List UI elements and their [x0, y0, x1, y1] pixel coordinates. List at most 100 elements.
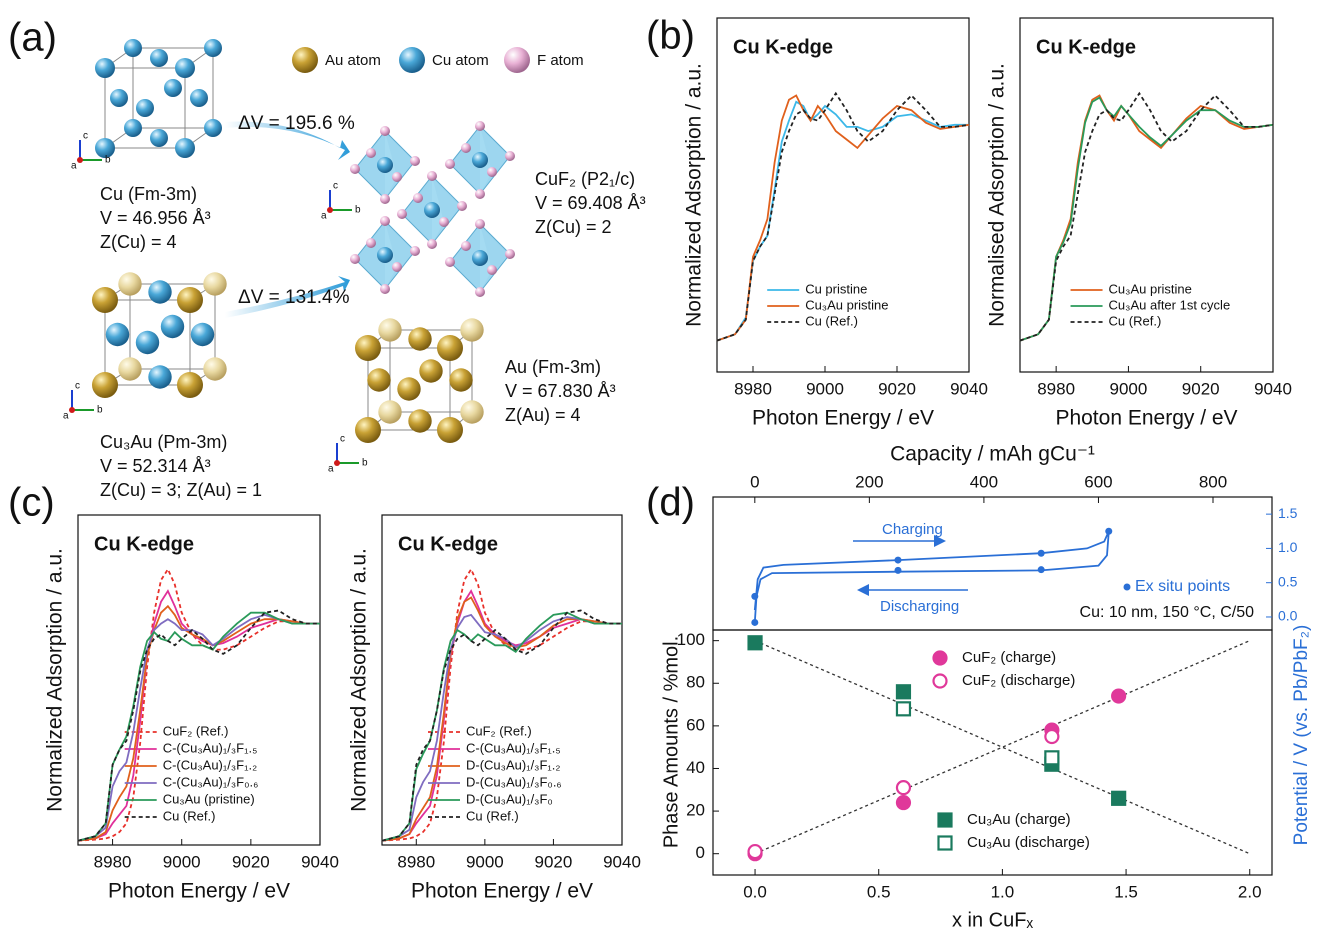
x-tick-label: 9020 — [232, 852, 270, 871]
atom — [419, 359, 442, 382]
atom — [457, 201, 467, 211]
annotation: Cu: 10 nm, 150 °C, C/50 — [1080, 604, 1255, 621]
atom — [106, 323, 129, 346]
x-tick-label: 200 — [855, 472, 883, 491]
y-tick-label: 60 — [686, 715, 705, 734]
atom — [487, 265, 497, 275]
structure-name: Cu₃Au (Pm-3m) — [100, 432, 227, 452]
legend-label: CuF₂ (Ref.) — [163, 723, 229, 738]
legend-marker — [939, 837, 952, 850]
y-tick-label: 0 — [696, 843, 705, 862]
legend-label: D-(Cu₃Au)₁/₃F₀.₆ — [466, 774, 562, 789]
legend-marker — [934, 652, 947, 665]
y-tick-label: 40 — [686, 758, 705, 777]
legend-label: Cu₃Au (charge) — [967, 811, 1071, 828]
legend-label: Cu (Ref.) — [1109, 313, 1162, 328]
atom — [427, 171, 437, 181]
axis-label: c — [340, 434, 345, 445]
axis-label: a — [71, 161, 77, 172]
atom — [397, 209, 407, 219]
x-tick-label: 400 — [970, 472, 998, 491]
x-tick-label: 9020 — [535, 852, 573, 871]
x-axis-label: x in CuFₓ — [952, 909, 1033, 931]
x-tick-label: 0 — [750, 472, 759, 491]
panel-label: (b) — [646, 14, 695, 58]
atom — [161, 315, 184, 338]
x-tick-label: 1.5 — [1114, 882, 1138, 901]
panel-label: (c) — [8, 481, 55, 525]
atom — [475, 121, 485, 131]
y-tick-label: 80 — [686, 673, 705, 692]
y2-tick-label: 1.5 — [1278, 505, 1298, 521]
x-axis-label: Photon Energy / eV — [1055, 407, 1237, 430]
atom — [110, 89, 128, 107]
atom — [380, 216, 390, 226]
marker-circle — [1045, 730, 1058, 743]
y2-tick-label: 0.5 — [1278, 573, 1298, 589]
x-tick-label: 0.5 — [867, 882, 891, 901]
axis-label: b — [105, 155, 111, 166]
ex-situ-point — [751, 619, 758, 626]
x-axis-label: Photon Energy / eV — [752, 407, 934, 430]
atom — [424, 202, 440, 218]
legend-label: CuF₂ (discharge) — [962, 672, 1075, 689]
atom — [92, 287, 118, 313]
legend-marker — [1124, 584, 1131, 591]
atom — [190, 89, 208, 107]
atom — [380, 126, 390, 136]
structure-name: Au (Fm-3m) — [505, 357, 601, 377]
y-axis-label: Phase Amounts / %mol. — [660, 636, 682, 848]
axis-label: c — [333, 181, 338, 192]
legend-label: Cu₃Au pristine — [1109, 281, 1192, 296]
atom — [95, 58, 115, 78]
chart-title: Cu K-edge — [94, 533, 194, 555]
atom — [437, 417, 463, 443]
page: Au atomCu atomF atomcbacbacbacbaΔV = 195… — [0, 0, 1332, 935]
atom — [150, 49, 168, 67]
legend-label: Cu₃Au pristine — [805, 297, 888, 312]
legend-label: Cu atom — [432, 52, 489, 69]
atom — [397, 377, 420, 400]
x-tick-label: 9040 — [603, 852, 641, 871]
structure-volume: V = 67.830 Å³ — [505, 381, 616, 401]
x-tick-label: 9040 — [950, 379, 988, 398]
axis-a — [69, 407, 75, 413]
annotation: Charging — [882, 521, 943, 538]
atom — [366, 148, 376, 158]
atom — [449, 368, 472, 391]
atom — [148, 280, 171, 303]
legend-label: Ex situ points — [1135, 578, 1230, 595]
axis-label: b — [362, 458, 368, 469]
x-axis-label: Capacity / mAh gCu⁻¹ — [890, 443, 1095, 466]
x-axis-label: Photon Energy / eV — [411, 880, 593, 903]
atom — [204, 39, 222, 57]
axis-label: b — [97, 405, 103, 416]
marker-square — [897, 685, 910, 698]
atom — [191, 323, 214, 346]
marker-square — [897, 702, 910, 715]
atom — [367, 368, 390, 391]
y2-tick-label: 1.0 — [1278, 539, 1298, 555]
axis-label: b — [355, 205, 361, 216]
atom — [399, 47, 425, 73]
ex-situ-point — [894, 567, 901, 574]
atom — [366, 238, 376, 248]
y2-tick-label: 0.0 — [1278, 608, 1298, 624]
chart-title: Cu K-edge — [398, 533, 498, 555]
x-tick-label: 8980 — [734, 379, 772, 398]
atom — [408, 327, 431, 350]
x-tick-label: 600 — [1084, 472, 1112, 491]
legend-label: C-(Cu₃Au)₁/₃F₀.₆ — [163, 774, 259, 789]
atom — [124, 39, 142, 57]
y-tick-label: 20 — [686, 801, 705, 820]
legend-label: C-(Cu₃Au)₁/₃F₁.₂ — [163, 757, 257, 772]
atom — [505, 249, 515, 259]
marker-circle — [749, 845, 762, 858]
atom — [472, 250, 488, 266]
atom — [355, 417, 381, 443]
atom — [350, 254, 360, 264]
ex-situ-point — [1038, 550, 1045, 557]
legend-label: Cu₃Au (discharge) — [967, 834, 1090, 851]
annotation: Discharging — [880, 598, 959, 615]
atom — [377, 247, 393, 263]
